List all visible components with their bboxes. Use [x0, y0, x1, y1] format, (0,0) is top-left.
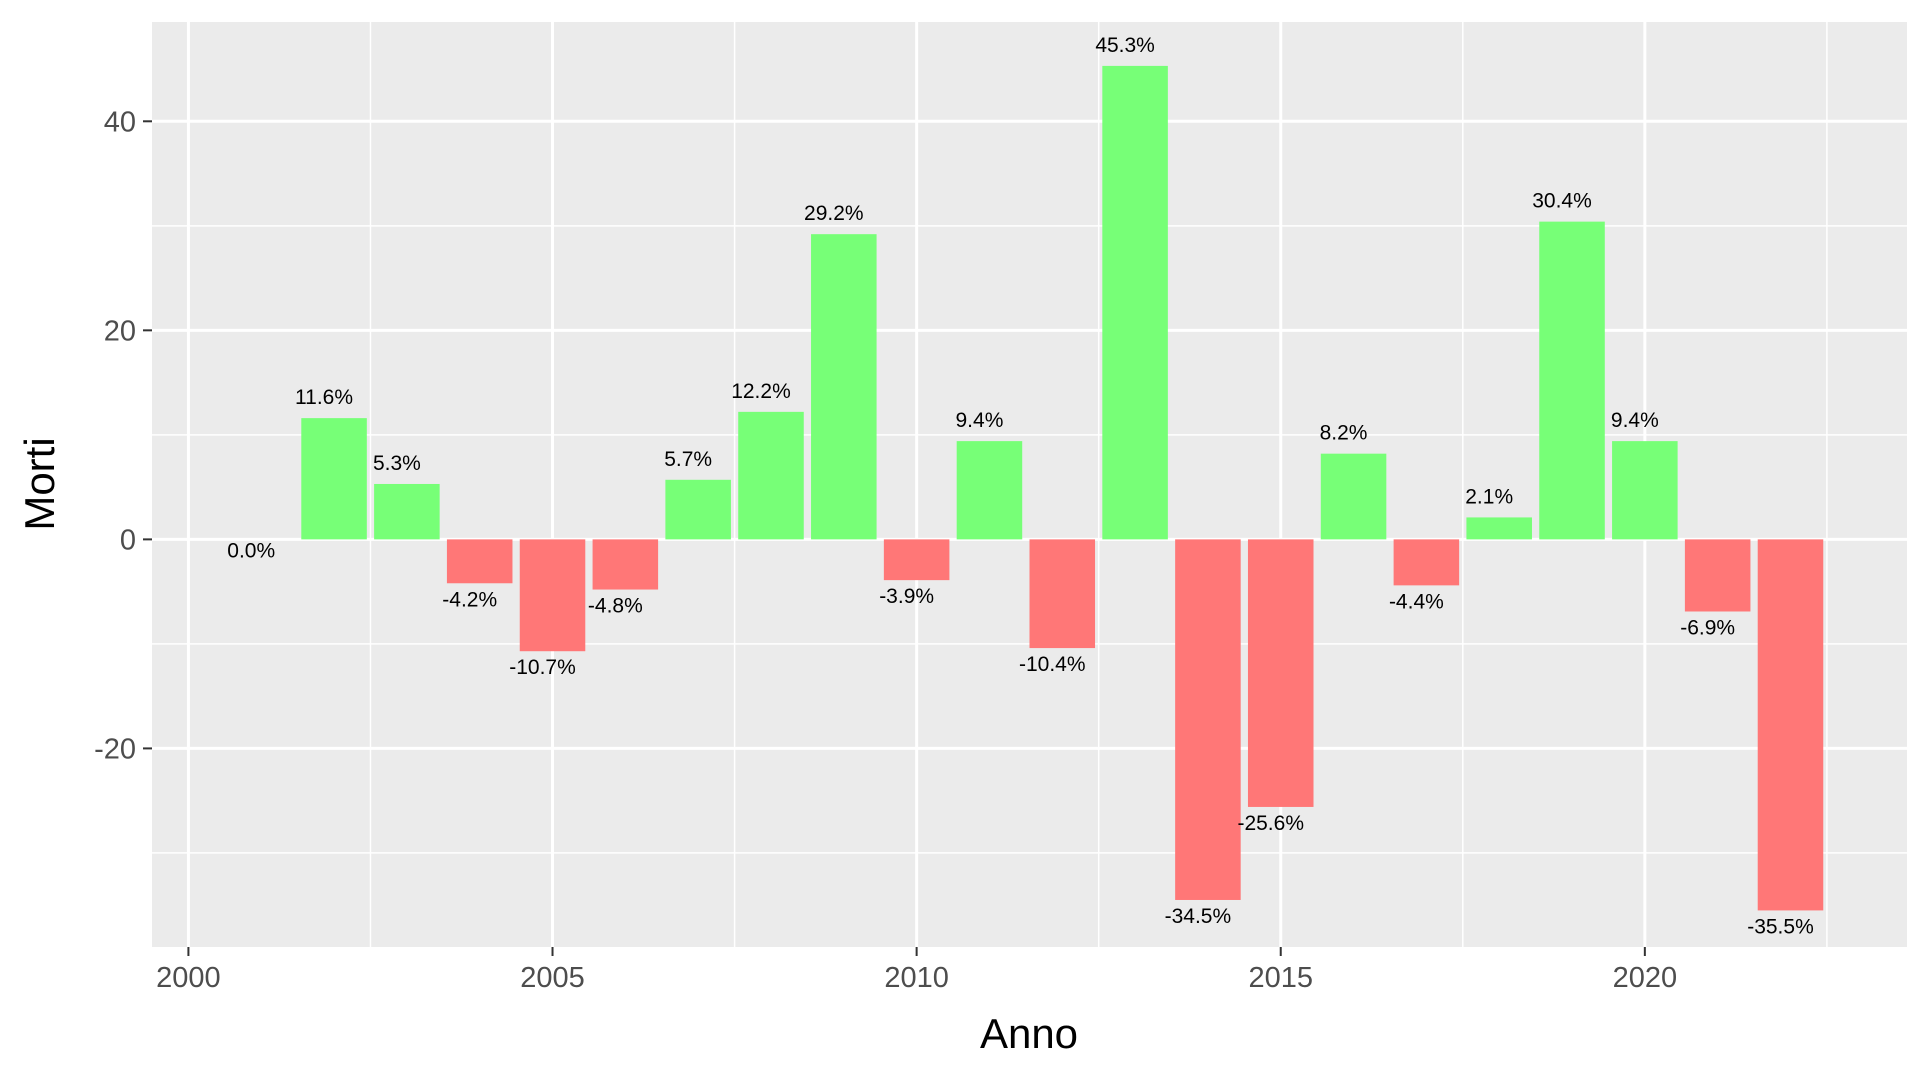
bar-label-2015: -25.6% [1237, 812, 1304, 835]
bar-2011 [956, 441, 1023, 540]
y-axis-title: Morti [16, 437, 63, 530]
bar-2010 [883, 539, 950, 581]
bar-2005 [519, 539, 586, 652]
bar-label-2021: -6.9% [1680, 616, 1735, 639]
bar-2018 [1466, 517, 1532, 540]
y-tick-label: 0 [120, 524, 136, 556]
bar-2022 [1757, 539, 1824, 911]
bar-labels: 0.0% 11.6% 5.3% -4.2% -10.7% -4.8% 5.7% 12.2% 29… [227, 34, 1813, 939]
bar-2012 [1029, 539, 1096, 649]
bar-label-2022: -35.5% [1747, 915, 1814, 938]
y-tick-label: 40 [104, 106, 136, 138]
bar-2013 [1102, 65, 1168, 540]
bar-label-2001: 0.0% [227, 539, 275, 562]
bar-label-2003: 5.3% [373, 452, 421, 475]
bar-label-2013: 45.3% [1095, 34, 1155, 57]
bar-2007 [665, 479, 731, 540]
x-axis: 2000 2005 2010 2015 2020 [156, 947, 1677, 994]
bar-label-2019: 30.4% [1532, 190, 1592, 213]
bar-label-2018: 2.1% [1465, 485, 1513, 508]
bar-label-2008: 12.2% [731, 380, 791, 403]
bar-label-2010: -3.9% [879, 585, 934, 608]
y-axis: -20 0 20 40 [94, 106, 152, 765]
bars [301, 65, 1824, 911]
bar-2006 [592, 539, 659, 590]
bar-2004 [446, 539, 513, 584]
x-tick-label: 2005 [520, 962, 585, 994]
bar-label-2016: 8.2% [1320, 422, 1368, 445]
bar-2019 [1539, 221, 1605, 540]
x-tick-label: 2015 [1248, 962, 1313, 994]
bar-2003 [374, 483, 440, 540]
bar-2014 [1175, 539, 1241, 900]
y-tick-label: 20 [104, 315, 136, 347]
grid-minor [152, 22, 1907, 947]
bar-label-2004: -4.2% [442, 588, 497, 611]
bar-label-2017: -4.4% [1389, 590, 1444, 613]
bar-2020 [1612, 441, 1678, 540]
x-axis-title: Anno [980, 1010, 1078, 1057]
bar-label-2007: 5.7% [664, 448, 712, 471]
bar-2016 [1320, 453, 1387, 540]
bar-2021 [1684, 539, 1751, 612]
bar-label-2012: -10.4% [1019, 653, 1086, 676]
y-tick-label: -20 [94, 733, 136, 765]
bar-2017 [1393, 539, 1460, 586]
bar-label-2009: 29.2% [804, 202, 864, 225]
x-tick-label: 2010 [884, 962, 949, 994]
bar-2008 [738, 411, 804, 540]
bar-2015 [1247, 539, 1314, 807]
x-tick-label: 2000 [156, 962, 221, 994]
bar-label-2005: -10.7% [509, 656, 576, 679]
bar-label-2002: 11.6% [295, 386, 353, 409]
bar-label-2011: 9.4% [956, 409, 1004, 432]
x-tick-label: 2020 [1613, 962, 1678, 994]
bar-2002 [301, 418, 367, 540]
bar-label-2020: 9.4% [1611, 409, 1659, 432]
bar-2009 [811, 234, 877, 540]
bar-label-2006: -4.8% [588, 595, 643, 618]
bar-label-2014: -34.5% [1165, 905, 1232, 928]
